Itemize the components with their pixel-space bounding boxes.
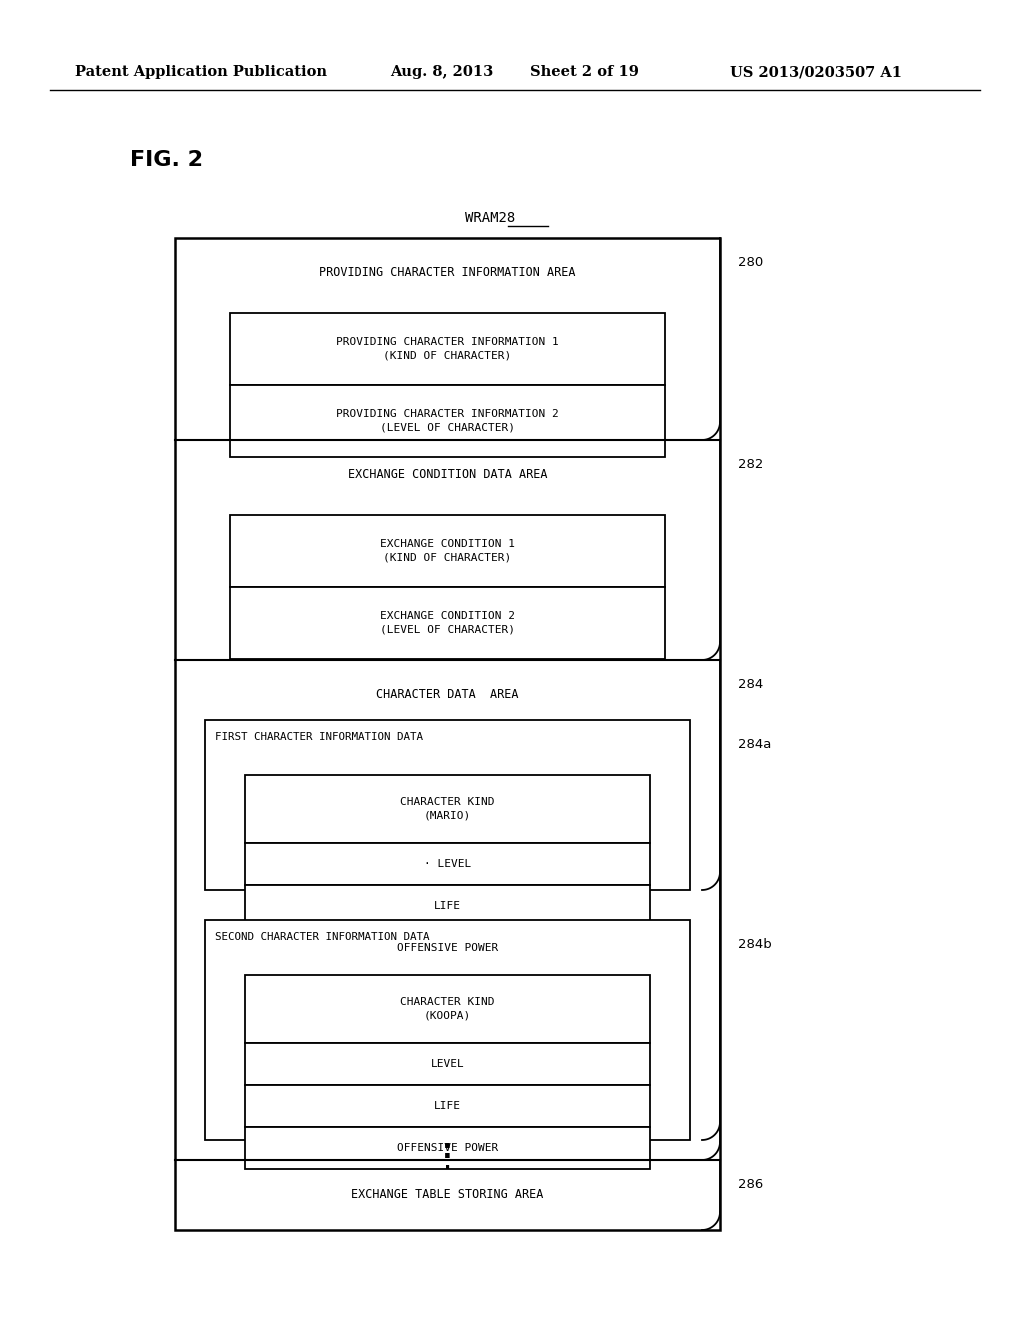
Text: 284: 284 — [738, 678, 763, 690]
Text: PROVIDING CHARACTER INFORMATION AREA: PROVIDING CHARACTER INFORMATION AREA — [319, 267, 575, 279]
Text: EXCHANGE CONDITION 1
(KIND OF CHARACTER): EXCHANGE CONDITION 1 (KIND OF CHARACTER) — [380, 539, 515, 564]
Bar — [245, 1043, 650, 1085]
Bar — [245, 843, 650, 884]
Bar — [175, 238, 720, 1230]
Text: LIFE: LIFE — [434, 902, 461, 911]
Text: 280: 280 — [738, 256, 763, 269]
Text: WRAM28: WRAM28 — [465, 211, 515, 224]
Text: OFFENSIVE POWER: OFFENSIVE POWER — [397, 942, 498, 953]
Text: Aug. 8, 2013: Aug. 8, 2013 — [390, 65, 494, 79]
Text: 284b: 284b — [738, 939, 772, 950]
Bar — [245, 927, 650, 969]
Bar — [245, 975, 650, 1043]
Text: SECOND CHARACTER INFORMATION DATA: SECOND CHARACTER INFORMATION DATA — [215, 932, 429, 942]
Text: LIFE: LIFE — [434, 1101, 461, 1111]
Text: 284a: 284a — [738, 738, 771, 751]
Text: · LEVEL: · LEVEL — [424, 859, 471, 869]
Text: EXCHANGE CONDITION 2
(LEVEL OF CHARACTER): EXCHANGE CONDITION 2 (LEVEL OF CHARACTER… — [380, 611, 515, 635]
Text: 282: 282 — [738, 458, 763, 471]
Bar — [245, 775, 650, 843]
Text: FIRST CHARACTER INFORMATION DATA: FIRST CHARACTER INFORMATION DATA — [215, 733, 423, 742]
Bar — [205, 719, 690, 890]
Text: OFFENSIVE POWER: OFFENSIVE POWER — [397, 1143, 498, 1152]
Bar — [230, 313, 665, 385]
Text: EXCHANGE TABLE STORING AREA: EXCHANGE TABLE STORING AREA — [351, 1188, 544, 1201]
Text: PROVIDING CHARACTER INFORMATION 1
(KIND OF CHARACTER): PROVIDING CHARACTER INFORMATION 1 (KIND … — [336, 337, 559, 360]
Text: 286: 286 — [738, 1177, 763, 1191]
Bar — [230, 587, 665, 659]
Bar — [245, 1085, 650, 1127]
Text: :: : — [439, 1137, 456, 1164]
Text: Patent Application Publication: Patent Application Publication — [75, 65, 327, 79]
Text: CHARACTER DATA  AREA: CHARACTER DATA AREA — [376, 688, 519, 701]
Bar — [245, 884, 650, 927]
Text: EXCHANGE CONDITION DATA AREA: EXCHANGE CONDITION DATA AREA — [348, 469, 547, 480]
Bar — [245, 1127, 650, 1170]
Text: FIG. 2: FIG. 2 — [130, 150, 203, 170]
Text: CHARACTER KIND
(KOOPA): CHARACTER KIND (KOOPA) — [400, 997, 495, 1020]
Bar — [230, 385, 665, 457]
Bar — [230, 515, 665, 587]
Text: Sheet 2 of 19: Sheet 2 of 19 — [530, 65, 639, 79]
Text: LEVEL: LEVEL — [431, 1059, 464, 1069]
Text: .: . — [440, 1150, 455, 1173]
Bar — [205, 920, 690, 1140]
Text: US 2013/0203507 A1: US 2013/0203507 A1 — [730, 65, 902, 79]
Text: PROVIDING CHARACTER INFORMATION 2
(LEVEL OF CHARACTER): PROVIDING CHARACTER INFORMATION 2 (LEVEL… — [336, 409, 559, 433]
Text: CHARACTER KIND
(MARIO): CHARACTER KIND (MARIO) — [400, 797, 495, 821]
